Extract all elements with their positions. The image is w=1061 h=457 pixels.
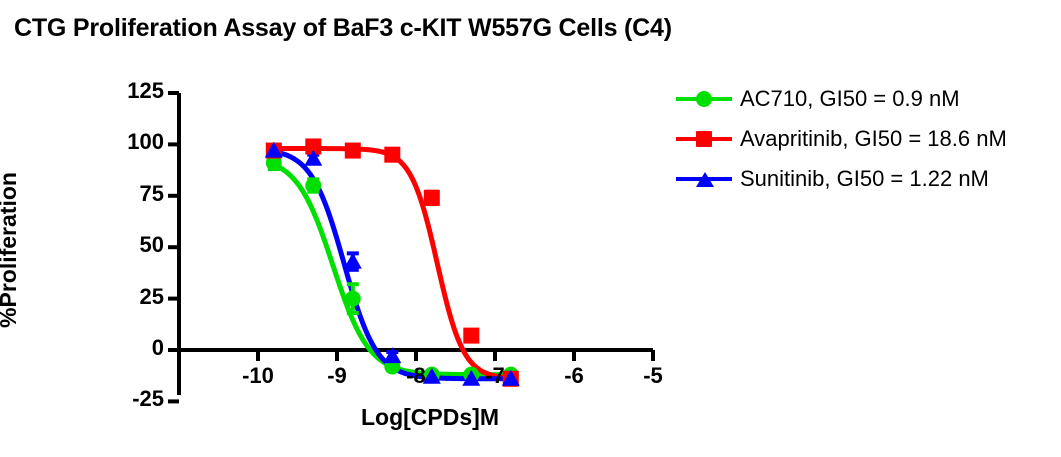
y-tick-label: 75 (139, 180, 164, 206)
x-tick-label: -8 (406, 363, 426, 388)
legend-key-square-icon (676, 126, 732, 152)
x-tick-label: -10 (242, 363, 274, 388)
legend-key-circle-icon (676, 86, 732, 112)
data-point-sunitinib[interactable] (501, 369, 520, 386)
x-axis-title: Log[CPDs]M (361, 404, 499, 430)
data-point-sunitinib[interactable] (304, 149, 323, 166)
y-tick-label: 125 (127, 78, 164, 103)
legend-label: Avapritinib, GI50 = 18.6 nM (740, 126, 1007, 151)
data-point-ac710[interactable] (265, 154, 282, 171)
x-tick-label: -6 (564, 363, 584, 388)
y-tick-label: 25 (139, 283, 164, 309)
data-point-sunitinib[interactable] (264, 141, 283, 158)
y-axis-title: %Proliferation (0, 172, 21, 328)
y-tick-label: 50 (139, 232, 164, 258)
legend-item[interactable]: Avapritinib, GI50 = 18.6 nM (676, 124, 1007, 154)
data-point-sunitinib[interactable] (462, 369, 481, 386)
page-title: CTG Proliferation Assay of BaF3 c-KIT W5… (14, 14, 672, 42)
data-point-ac710[interactable] (305, 177, 322, 194)
x-tick-label: -5 (643, 363, 663, 388)
legend-label: Sunitinib, GI50 = 1.22 nM (740, 166, 989, 191)
legend-key-triangle-icon (676, 166, 732, 192)
data-point-ac710[interactable] (344, 290, 361, 307)
legend-marker-circle-icon (696, 91, 712, 107)
y-tick-label: -25 (132, 386, 164, 412)
data-point-sunitinib[interactable] (383, 347, 402, 364)
legend-marker-square-icon (696, 131, 712, 147)
data-point-avapritinib[interactable] (344, 142, 361, 159)
chart-legend: AC710, GI50 = 0.9 nM Avapritinib, GI50 = … (676, 84, 1007, 194)
y-tick-label: 0 (151, 335, 164, 360)
x-tick-label: -9 (327, 363, 347, 388)
data-point-avapritinib[interactable] (305, 138, 322, 155)
data-point-avapritinib[interactable] (423, 189, 440, 206)
data-point-sunitinib[interactable] (422, 367, 441, 384)
data-point-avapritinib[interactable] (384, 146, 401, 163)
legend-item[interactable]: Sunitinib, GI50 = 1.22 nM (676, 164, 1007, 194)
legend-label: AC710, GI50 = 0.9 nM (740, 86, 960, 111)
data-point-avapritinib[interactable] (463, 327, 480, 344)
x-tick-label: -7 (485, 363, 505, 388)
y-tick-label: 100 (127, 129, 164, 155)
legend-marker-triangle-icon (696, 172, 714, 187)
legend-item[interactable]: AC710, GI50 = 0.9 nM (676, 84, 1007, 114)
data-point-sunitinib[interactable] (343, 252, 362, 269)
